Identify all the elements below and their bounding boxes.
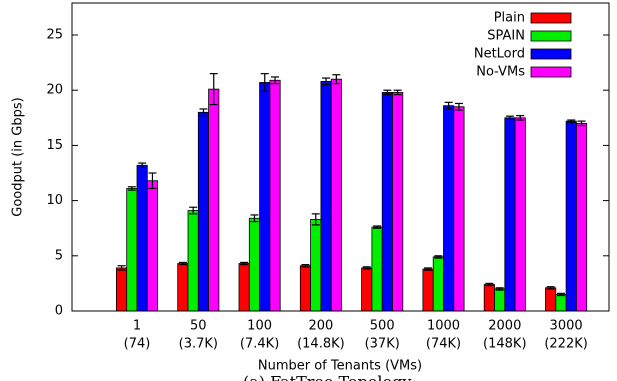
- x-tick-sublabel: (3.7K): [179, 337, 218, 352]
- bar: [422, 268, 434, 312]
- x-tick-sublabel: (148K): [483, 337, 526, 352]
- error-bar: [362, 266, 371, 270]
- x-axis-title: Number of Tenants (VMs): [258, 359, 422, 374]
- error-bar: [148, 172, 157, 190]
- error-bar: [301, 264, 310, 268]
- bar: [576, 122, 588, 312]
- bar: [545, 287, 557, 312]
- x-tick-label: 50: [190, 319, 207, 334]
- bar: [177, 263, 189, 312]
- bar: [514, 117, 526, 312]
- error-bar: [556, 292, 565, 297]
- bar: [443, 105, 455, 312]
- bar: [136, 164, 148, 312]
- error-bar: [138, 162, 147, 169]
- bar: [208, 88, 220, 312]
- bar: [565, 120, 577, 312]
- bar: [299, 265, 311, 312]
- error-bar: [373, 225, 382, 229]
- y-tick-label: 20: [46, 83, 63, 98]
- error-bar: [311, 213, 320, 226]
- bar: [371, 226, 383, 312]
- bar: [269, 79, 281, 312]
- legend-label: No-VMs: [476, 65, 525, 80]
- error-bar: [322, 77, 331, 86]
- legend-swatch: [530, 12, 572, 24]
- error-bar: [178, 261, 187, 266]
- error-bar: [383, 89, 392, 96]
- error-bar: [199, 108, 208, 117]
- bar: [197, 111, 210, 312]
- y-tick-label: 5: [55, 248, 63, 263]
- error-bar: [117, 265, 126, 271]
- error-bar: [546, 286, 555, 290]
- x-tick-sublabel: (7.4K): [240, 337, 279, 352]
- error-bar: [516, 115, 525, 121]
- bar: [392, 92, 404, 312]
- plot-frame: [71, 2, 610, 312]
- legend-label: NetLord: [474, 47, 525, 62]
- bar: [381, 92, 393, 312]
- y-tick-label: 10: [46, 193, 63, 208]
- x-tick-label: 1: [133, 319, 141, 334]
- error-bar: [454, 102, 463, 111]
- error-bar: [209, 73, 218, 106]
- x-tick-sublabel: (14.8K): [297, 337, 345, 352]
- bar: [432, 256, 444, 312]
- error-bar: [393, 89, 402, 96]
- bar: [187, 210, 199, 312]
- error-bar: [444, 101, 453, 110]
- bar: [126, 188, 138, 312]
- error-bar: [567, 119, 576, 123]
- bar: [361, 267, 373, 312]
- bar: [483, 284, 495, 312]
- bar: [330, 78, 342, 312]
- error-bar: [505, 115, 514, 121]
- error-bar: [495, 287, 504, 291]
- x-tick-label: 2000: [488, 319, 521, 334]
- legend-label: Plain: [494, 11, 525, 26]
- bar: [259, 82, 271, 312]
- x-tick-label: 1000: [427, 319, 460, 334]
- legend-swatch: [530, 48, 572, 60]
- y-tick-label: 25: [46, 28, 63, 43]
- bar: [238, 263, 250, 312]
- y-tick-label: 0: [55, 304, 63, 319]
- bar: [494, 288, 506, 312]
- x-tick-label: 500: [370, 319, 395, 334]
- error-bar: [332, 74, 341, 85]
- y-axis-title: Goodput (in Gbps): [11, 97, 26, 216]
- x-tick-sublabel: (74): [124, 337, 151, 352]
- x-tick-label: 3000: [550, 319, 583, 334]
- error-bar: [577, 120, 586, 127]
- bar: [504, 117, 516, 312]
- x-tick-label: 200: [308, 319, 333, 334]
- error-bar: [127, 186, 136, 191]
- x-tick-sublabel: (222K): [544, 337, 587, 352]
- x-tick-label: 100: [247, 319, 272, 334]
- bar: [116, 267, 128, 312]
- error-bar: [271, 76, 280, 85]
- x-tick-sublabel: (37K): [365, 337, 400, 352]
- legend-label: SPAIN: [487, 29, 525, 44]
- error-bar: [485, 282, 494, 287]
- bar: [310, 218, 322, 312]
- error-bar: [250, 214, 259, 223]
- error-bar: [240, 261, 249, 266]
- legend-swatch: [530, 66, 572, 78]
- bar: [248, 217, 261, 312]
- error-bar: [189, 206, 198, 215]
- bar: [453, 106, 465, 312]
- bar: [555, 294, 567, 312]
- error-bar: [434, 255, 443, 259]
- bar: [146, 180, 159, 312]
- error-bar: [260, 73, 269, 92]
- error-bar: [424, 267, 433, 271]
- bar: [320, 80, 332, 312]
- x-tick-sublabel: (74K): [426, 337, 461, 352]
- caption: (a) FatTree Topology: [243, 373, 411, 381]
- y-tick-label: 15: [46, 138, 63, 153]
- legend-swatch: [530, 30, 572, 42]
